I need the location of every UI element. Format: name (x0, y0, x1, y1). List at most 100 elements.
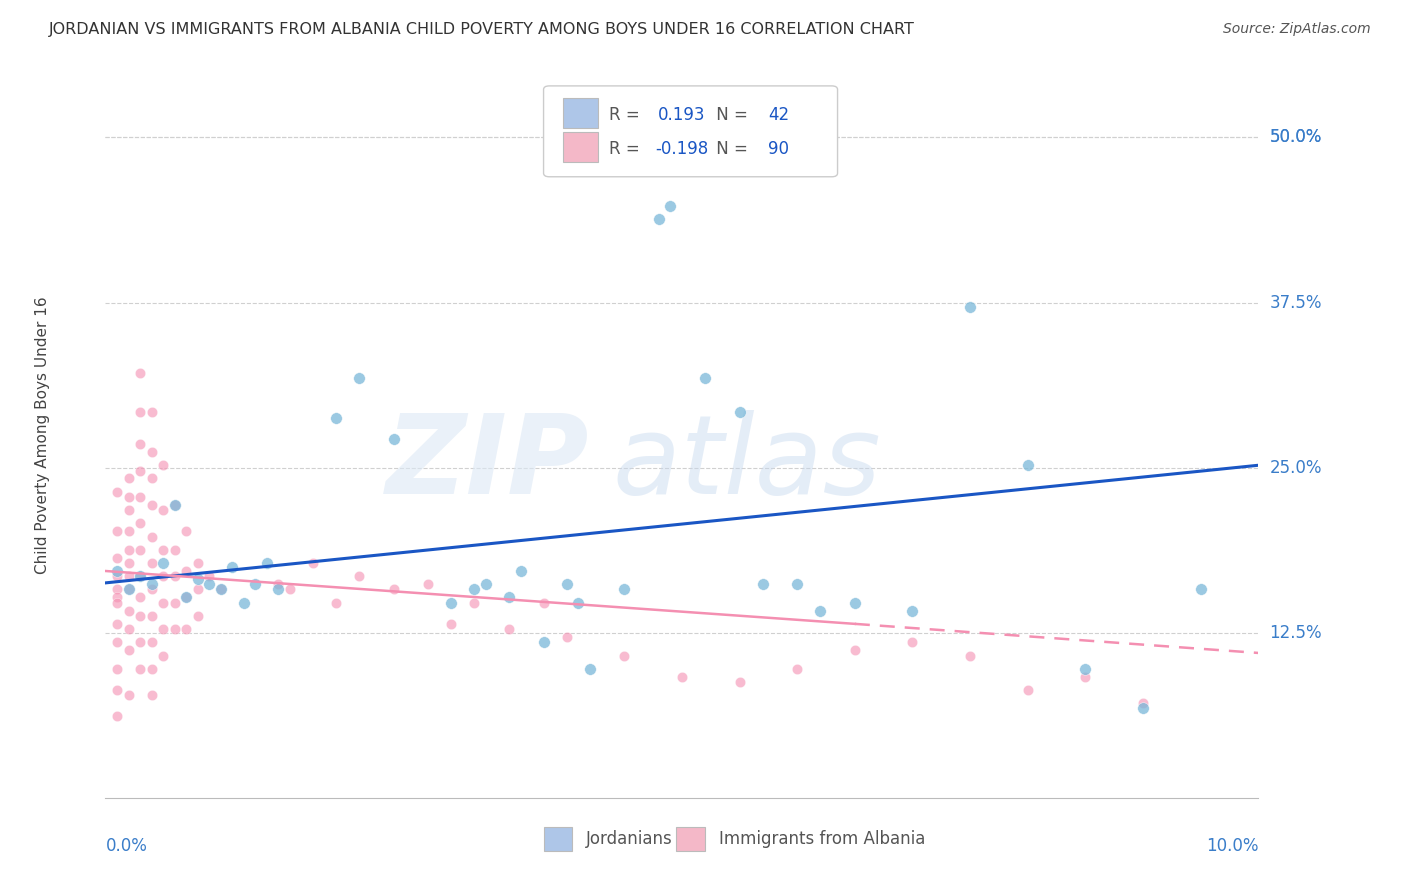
Point (129, 437, 152, 451)
Point (1017, 682, 1039, 697)
Point (382, 582, 405, 597)
Point (105, 616, 128, 631)
Point (129, 366, 152, 380)
Point (117, 542, 139, 557)
Point (209, 582, 232, 597)
Point (117, 622, 139, 636)
Point (440, 616, 463, 631)
Point (174, 591, 197, 605)
Point (728, 405, 751, 419)
Point (105, 524, 128, 539)
Point (141, 635, 163, 649)
Point (302, 556, 325, 570)
Point (117, 569, 139, 583)
Point (1074, 670, 1097, 684)
Point (187, 582, 209, 597)
Point (129, 405, 152, 419)
Text: Source: ZipAtlas.com: Source: ZipAtlas.com (1223, 22, 1371, 37)
Point (117, 604, 139, 618)
Text: 50.0%: 50.0% (1270, 128, 1322, 146)
Point (256, 556, 278, 570)
Point (117, 643, 139, 657)
Point (509, 564, 531, 578)
Point (418, 577, 440, 591)
Text: 90: 90 (768, 140, 789, 158)
Point (163, 622, 186, 636)
Point (245, 577, 267, 591)
Point (129, 662, 152, 676)
Point (901, 604, 924, 618)
Point (278, 582, 301, 597)
Point (152, 458, 174, 473)
Point (141, 556, 163, 570)
Text: 12.5%: 12.5% (1270, 624, 1322, 642)
Point (105, 709, 128, 723)
Text: Immigrants from Albania: Immigrants from Albania (718, 830, 925, 848)
Text: 25.0%: 25.0% (1270, 458, 1322, 477)
Point (613, 582, 636, 597)
Text: N =: N = (711, 140, 752, 158)
Point (959, 648, 981, 663)
Point (152, 622, 174, 636)
Text: R =: R = (609, 106, 645, 124)
Point (117, 503, 139, 517)
Point (141, 530, 163, 544)
Point (129, 569, 152, 583)
Point (141, 405, 163, 419)
Point (187, 609, 209, 624)
Bar (544, 828, 572, 851)
Point (187, 556, 209, 570)
Point (129, 516, 152, 531)
Point (105, 550, 128, 565)
Point (117, 556, 139, 570)
Point (267, 577, 290, 591)
Point (1189, 582, 1212, 597)
Text: 37.5%: 37.5% (1270, 293, 1322, 311)
Point (198, 569, 221, 583)
Point (659, 199, 682, 213)
Point (578, 662, 600, 676)
Text: 10.0%: 10.0% (1206, 838, 1258, 855)
Point (129, 635, 152, 649)
Point (440, 596, 463, 610)
Point (347, 569, 370, 583)
Point (141, 445, 163, 459)
Point (141, 577, 163, 591)
Text: 42: 42 (768, 106, 790, 124)
Text: JORDANIAN VS IMMIGRANTS FROM ALBANIA CHILD POVERTY AMONG BOYS UNDER 16 CORRELATI: JORDANIAN VS IMMIGRANTS FROM ALBANIA CHI… (49, 22, 915, 37)
Point (325, 596, 347, 610)
Point (959, 300, 981, 314)
Point (117, 471, 139, 485)
Point (105, 596, 128, 610)
Point (129, 490, 152, 504)
Point (1132, 701, 1154, 715)
Point (105, 569, 128, 583)
Point (163, 569, 186, 583)
Point (267, 582, 290, 597)
Point (105, 635, 128, 649)
Text: Child Poverty Among Boys Under 16: Child Poverty Among Boys Under 16 (35, 296, 49, 574)
Point (325, 410, 347, 425)
Text: N =: N = (711, 106, 752, 124)
Point (163, 498, 186, 512)
Point (1132, 696, 1154, 710)
Point (152, 596, 174, 610)
Point (498, 591, 520, 605)
Point (152, 503, 174, 517)
Text: ZIP: ZIP (387, 410, 589, 517)
Point (152, 569, 174, 583)
Point (141, 688, 163, 702)
Point (808, 604, 831, 618)
Text: 50.0%: 50.0% (1270, 128, 1322, 146)
Point (382, 432, 405, 446)
Point (163, 542, 186, 557)
Point (174, 564, 197, 578)
Bar (676, 828, 704, 851)
Bar (564, 132, 598, 162)
Text: 0.193: 0.193 (658, 106, 706, 124)
Point (567, 596, 589, 610)
Text: atlas: atlas (613, 410, 882, 517)
Point (751, 577, 773, 591)
Text: -0.198: -0.198 (655, 140, 709, 158)
Point (105, 591, 128, 605)
